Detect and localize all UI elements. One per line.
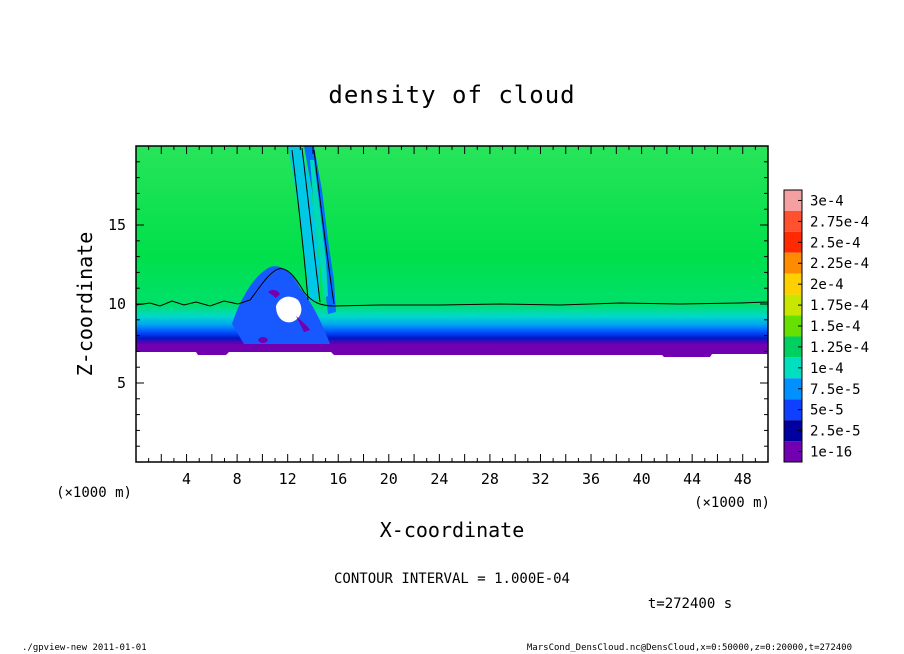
plume-contour <box>291 147 335 305</box>
x-tick-label: 48 <box>734 470 752 488</box>
x-tick-label: 24 <box>430 470 448 488</box>
disturbance-purple <box>258 289 310 343</box>
contour-interval-text: CONTOUR INTERVAL = 1.000E-04 <box>334 571 570 587</box>
colorbar-label: 1e-16 <box>810 445 852 461</box>
colorbar-label: 2e-4 <box>810 277 844 293</box>
x-tick-labels: 4 8 12 16 20 24 28 32 36 40 44 48 <box>182 470 752 488</box>
colorbar-label: 2.5e-4 <box>810 235 861 251</box>
colorbar-label: 1.5e-4 <box>810 319 861 335</box>
x-tick-label: 44 <box>683 470 701 488</box>
colorbar-swatch <box>784 190 802 211</box>
colorbar-swatch <box>784 357 802 379</box>
colorbar-label: 5e-5 <box>810 403 844 419</box>
footer-right: MarsCond_DensCloud.nc@DensCloud,x=0:5000… <box>527 643 852 653</box>
x-tick-label: 12 <box>279 470 297 488</box>
colorbar-swatch <box>784 294 802 316</box>
colorbar-swatch <box>784 420 802 442</box>
z-tick-label: 10 <box>108 295 126 313</box>
x-tick-label: 40 <box>633 470 651 488</box>
z-tick-labels: 5 10 15 <box>108 216 126 392</box>
x-tick-label: 8 <box>233 470 242 488</box>
contour-line <box>136 268 768 307</box>
x-tick-label: 36 <box>582 470 600 488</box>
colorbar-swatch <box>784 399 802 421</box>
z-tick-label: 15 <box>108 216 126 234</box>
z-tick-label: 5 <box>117 374 126 392</box>
colorbar-swatch <box>784 336 802 358</box>
colorbar-label: 7.5e-5 <box>810 382 861 398</box>
x-tick-label: 20 <box>380 470 398 488</box>
cloud-base-layer <box>136 344 768 352</box>
colorbar-swatch <box>784 231 802 253</box>
plume-core <box>310 160 328 298</box>
cloud-base-edge <box>136 350 768 357</box>
y-axis-title: Z-coordinate <box>73 232 97 377</box>
colorbar-label: 2.75e-4 <box>810 214 869 230</box>
x-tick-label: 16 <box>329 470 347 488</box>
x-axis-title: X-coordinate <box>380 518 525 542</box>
x-tick-label: 32 <box>531 470 549 488</box>
colorbar-label: 1e-4 <box>810 361 844 377</box>
colorbar-swatch <box>784 315 802 337</box>
colorbar-label: 2.5e-5 <box>810 424 861 440</box>
colorbar-swatch <box>784 273 802 295</box>
chart-title: density of cloud <box>328 81 575 109</box>
colorbar-swatch <box>784 378 802 400</box>
footer-left: ./gpview-new 2011-01-01 <box>22 643 147 653</box>
colorbar-label: 3e-4 <box>810 193 844 209</box>
x-tick-label: 4 <box>182 470 191 488</box>
colorbar-swatch <box>784 252 802 274</box>
colorbar-label: 2.25e-4 <box>810 256 869 272</box>
time-text: t=272400 s <box>648 596 732 612</box>
z-unit-label: (×1000 m) <box>56 485 132 501</box>
colorbar-label: 1.25e-4 <box>810 340 869 356</box>
plot-area <box>136 146 768 357</box>
colorbar: 3e-4 2.75e-4 2.5e-4 2.25e-4 2e-4 1.75e-4 1.5e-… <box>783 189 869 463</box>
colorbar-label: 1.75e-4 <box>810 298 869 314</box>
x-tick-label: 28 <box>481 470 499 488</box>
colorbar-swatch <box>784 441 802 462</box>
x-unit-label: (×1000 m) <box>694 495 770 511</box>
colorbar-swatch <box>784 210 802 232</box>
disturbance-white <box>276 296 302 323</box>
tick-marks <box>136 146 768 462</box>
cloud-layer <box>136 146 768 344</box>
